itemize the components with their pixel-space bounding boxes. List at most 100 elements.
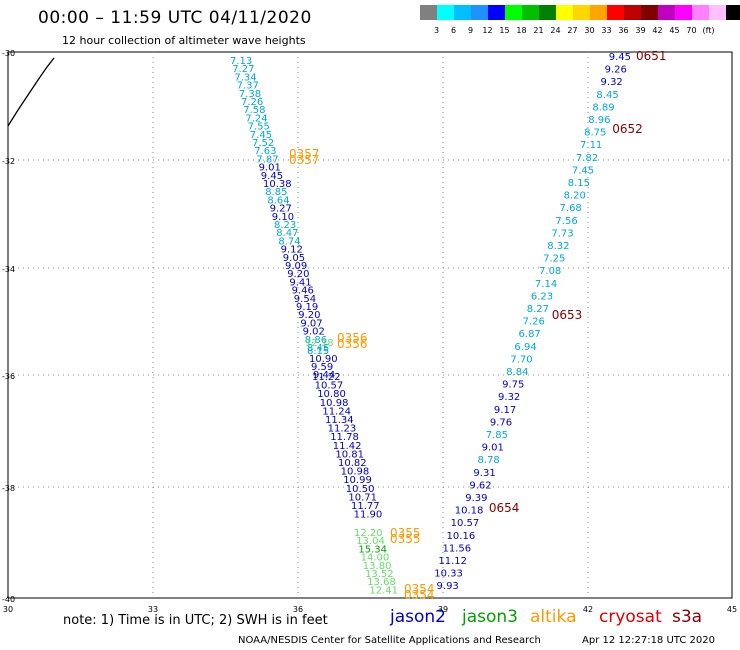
west-track-value: 11.77: [351, 501, 380, 512]
east-track-value: 8.84: [506, 367, 528, 378]
west-track-time: 0356: [337, 337, 368, 351]
west-track-value: 9.12: [281, 245, 303, 256]
longitude-tick-label: 42: [583, 605, 593, 614]
west-track-value: 7.63: [254, 146, 276, 157]
latitude-tick-label: -32: [2, 157, 15, 166]
west-track-value: 13.80: [363, 561, 392, 572]
west-track-value: 9.54: [294, 294, 316, 305]
west-track-time: 0356: [337, 331, 368, 345]
latitude-tick-label: -30: [2, 49, 15, 58]
map-frame: [7, 51, 733, 599]
east-track-time: 0652: [612, 122, 643, 136]
west-track-value: 11.24: [322, 406, 351, 417]
west-track-value: 9.01: [259, 163, 281, 174]
color-scale-swatch: [658, 5, 675, 20]
color-scale-swatch: [590, 5, 607, 20]
west-track-value: 10.99: [343, 475, 372, 486]
latitude-tick-label: -40: [2, 595, 15, 604]
west-track-value: 7.27: [232, 64, 254, 75]
west-track-value: 11.34: [325, 415, 354, 426]
color-scale-tick: 6: [450, 26, 457, 35]
west-track-value: 10.50: [346, 484, 375, 495]
west-track-value: 11.78: [330, 432, 359, 443]
east-track-value: 8.96: [588, 115, 610, 126]
west-track-value: 9.45: [261, 171, 283, 182]
west-track-value: 9.41: [289, 277, 311, 288]
color-scale-tick: 15: [499, 26, 510, 35]
west-track-value: 7.38: [239, 89, 261, 100]
east-track-value: 7.26: [523, 317, 545, 328]
east-track-value: 7.70: [510, 354, 532, 365]
east-track-value: 9.62: [469, 480, 491, 491]
color-scale-swatch: [692, 5, 709, 20]
color-scale-tick: 70: [686, 26, 697, 35]
west-track-value: 10.80: [317, 389, 346, 400]
west-track-value: 10.90: [309, 354, 338, 365]
west-track-value: 9.20: [298, 310, 320, 321]
color-scale-tick: 9: [467, 26, 474, 35]
west-track-value: 14.00: [361, 553, 390, 564]
west-track-value: 7.45: [250, 130, 272, 141]
color-scale-swatch: [471, 5, 488, 20]
west-track-value: 7.87: [256, 154, 278, 165]
west-track-value: 11.23: [328, 424, 357, 435]
east-track-value: 7.82: [576, 153, 598, 164]
west-track-value: 10.81: [335, 449, 364, 460]
color-scale-tick: 33: [601, 26, 612, 35]
east-track-value: 8.78: [478, 455, 500, 466]
west-track-value: 9.10: [272, 212, 294, 223]
west-track-value: 9.05: [283, 253, 305, 264]
longitude-tick-label: 39: [438, 605, 448, 614]
color-scale-swatch: [488, 5, 505, 20]
east-track-value: 7.73: [551, 228, 573, 239]
color-scale-swatch: [420, 5, 437, 20]
color-scale-swatch: [726, 5, 740, 20]
west-track-value: 7.55: [248, 122, 270, 133]
west-track-value: 8.45: [307, 343, 329, 354]
west-track-value: 9.07: [300, 318, 322, 329]
longitude-tick-label: 45: [727, 605, 737, 614]
longitude-tick-label: 36: [293, 605, 303, 614]
longitude-tick-label: 33: [148, 605, 158, 614]
east-track-value: 10.16: [447, 531, 476, 542]
color-scale-tick: 12: [482, 26, 493, 35]
map-subtitle: 12 hour collection of altimeter wave hei…: [62, 34, 306, 47]
footnote: note: 1) Time is in UTC; 2) SWH is in fe…: [63, 613, 328, 628]
color-scale-swatch: [556, 5, 573, 20]
west-track-value: 15.34: [358, 544, 387, 555]
east-track-value: 9.01: [482, 443, 504, 454]
color-scale-tick: 30: [584, 26, 595, 35]
east-track-value: 8.20: [564, 191, 586, 202]
west-track-value: 10.82: [338, 458, 367, 469]
legend-cryosat: cryosat: [599, 607, 662, 627]
generated-timestamp: Apr 12 12:27:18 UTC 2020: [582, 635, 715, 646]
east-track-value: 6.23: [531, 291, 553, 302]
west-track-value: 13.04: [356, 536, 385, 547]
east-track-value: 7.56: [555, 216, 577, 227]
west-track-value: 9.19: [296, 302, 318, 313]
east-track-value: 10.18: [455, 506, 484, 517]
east-track-value: 7.11: [580, 140, 602, 151]
color-scale-tick: 27: [567, 26, 578, 35]
east-track-value: 9.26: [605, 65, 627, 76]
west-track-value: 8.64: [267, 195, 289, 206]
east-track-value: 9.32: [601, 77, 623, 88]
west-track-value: 10.98: [341, 467, 370, 478]
west-track-value: 10.98: [320, 398, 349, 409]
east-track-value: 11.56: [442, 543, 471, 554]
west-track-time: 0357: [289, 153, 320, 167]
coastline: [7, 57, 55, 127]
east-track-value: 7.68: [560, 203, 582, 214]
west-track-value: 9.27: [270, 204, 292, 215]
west-track-value: 11.42: [333, 441, 362, 452]
east-track-value: 9.32: [498, 392, 520, 403]
west-track-time: 0354: [404, 588, 435, 602]
east-track-value: 8.32: [547, 241, 569, 252]
west-track-value: 12.20: [354, 528, 383, 539]
color-scale-swatch: [675, 5, 692, 20]
east-track-time: 0653: [552, 308, 583, 322]
color-scale-tick: 45: [669, 26, 680, 35]
west-track-value: 7.37: [237, 81, 259, 92]
east-track-time: 0654: [489, 501, 520, 515]
east-track-value: 8.27: [527, 304, 549, 315]
